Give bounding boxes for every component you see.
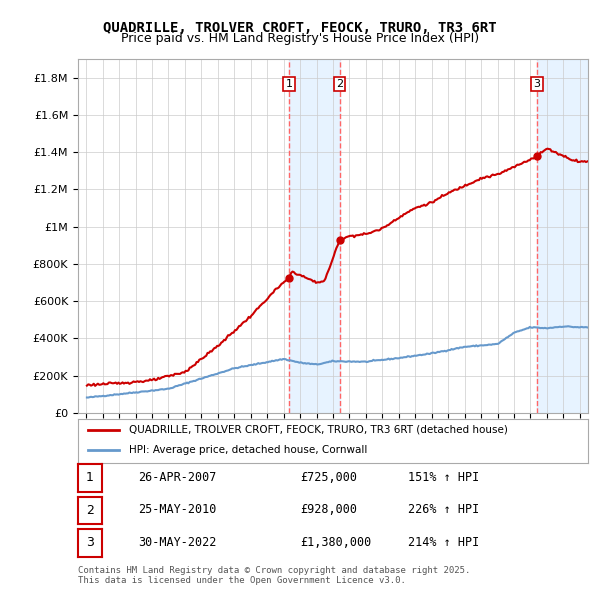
Bar [537, 59, 588, 413]
Text: Contains HM Land Registry data © Crown copyright and database right 2025.
This d: Contains HM Land Registry data © Crown c… [78, 566, 470, 585]
Text: QUADRILLE, TROLVER CROFT, FEOCK, TRURO, TR3 6RT: QUADRILLE, TROLVER CROFT, FEOCK, TRURO, … [103, 21, 497, 35]
Text: £725,000: £725,000 [300, 471, 357, 484]
Text: 30-MAY-2022: 30-MAY-2022 [138, 536, 217, 549]
Text: 25-MAY-2010: 25-MAY-2010 [138, 503, 217, 516]
Text: 1: 1 [286, 79, 292, 88]
Text: 151% ↑ HPI: 151% ↑ HPI [408, 471, 479, 484]
Text: HPI: Average price, detached house, Cornwall: HPI: Average price, detached house, Corn… [129, 445, 367, 455]
Text: 2: 2 [336, 79, 343, 88]
Text: £1,380,000: £1,380,000 [300, 536, 371, 549]
Text: 214% ↑ HPI: 214% ↑ HPI [408, 536, 479, 549]
Text: 3: 3 [86, 536, 94, 549]
Text: 3: 3 [533, 79, 541, 88]
Text: 226% ↑ HPI: 226% ↑ HPI [408, 503, 479, 516]
Bar [289, 59, 340, 413]
Text: 2: 2 [86, 504, 94, 517]
Text: Price paid vs. HM Land Registry's House Price Index (HPI): Price paid vs. HM Land Registry's House … [121, 32, 479, 45]
Text: 1: 1 [86, 471, 94, 484]
Text: £928,000: £928,000 [300, 503, 357, 516]
Text: 26-APR-2007: 26-APR-2007 [138, 471, 217, 484]
Text: QUADRILLE, TROLVER CROFT, FEOCK, TRURO, TR3 6RT (detached house): QUADRILLE, TROLVER CROFT, FEOCK, TRURO, … [129, 425, 508, 435]
